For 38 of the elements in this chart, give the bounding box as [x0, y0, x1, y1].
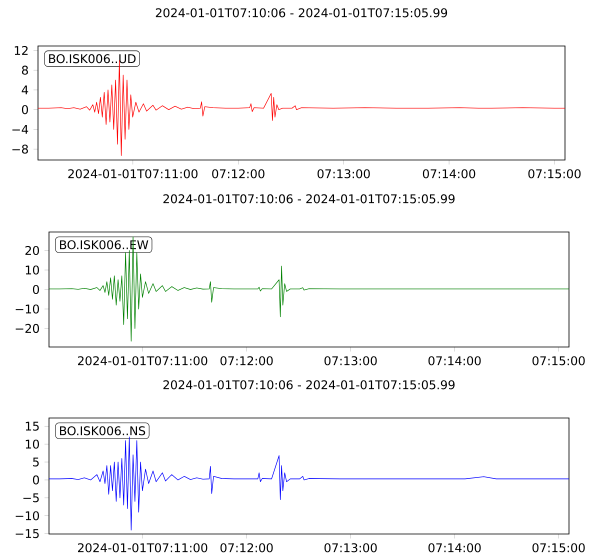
y-tick-label: 0 [32, 285, 39, 294]
y-tick-label: −8 [12, 144, 28, 154]
x-tick-label: 07:15:00 [528, 169, 581, 178]
y-tick-label: −15 [16, 529, 39, 538]
annotation: BO.ISK006..UD [49, 54, 136, 64]
y-tick-label: −10 [16, 304, 39, 314]
chart-title: 2024-01-01T07:10:06 - 2024-01-01T07:15:05.99 [156, 8, 448, 18]
y-tick-label: 10 [26, 440, 39, 449]
x-tick-label: 07:12:00 [220, 543, 273, 552]
x-tick-label: 2024-01-01T07:11:00 [68, 169, 198, 178]
x-tick-label: 07:14:00 [428, 356, 481, 366]
y-tick-label: 4 [22, 86, 28, 94]
x-tick-label: 2024-01-01T07:11:00 [78, 543, 208, 552]
x-tick-label: 07:12:00 [212, 169, 264, 178]
x-tick-label: 2024-01-01T07:11:00 [78, 356, 208, 366]
chart-title: 2024-01-01T07:10:06 - 2024-01-01T07:15:05.99 [163, 380, 455, 390]
x-tick-label: 07:14:00 [428, 543, 481, 552]
y-tick-label: 0 [22, 105, 28, 114]
x-tick-label: 07:15:00 [532, 543, 585, 552]
x-tick-label: 07:13:00 [324, 356, 377, 366]
y-tick-label: −4 [12, 125, 28, 134]
y-tick-label: −20 [16, 324, 39, 334]
y-tick-label: 8 [22, 66, 28, 75]
x-tick-label: 07:12:00 [220, 356, 273, 366]
y-tick-label: 10 [26, 266, 39, 275]
y-tick-label: 0 [32, 476, 39, 485]
y-tick-label: −10 [16, 511, 39, 520]
y-tick-label: 12 [14, 46, 28, 56]
x-tick-label: 07:15:00 [532, 356, 585, 366]
x-tick-label: 07:13:00 [324, 543, 377, 552]
y-tick-label: −5 [23, 494, 39, 502]
annotation: BO.ISK006..NS [60, 426, 146, 436]
x-tick-label: 07:13:00 [318, 169, 370, 178]
chart-title: 2024-01-01T07:10:06 - 2024-01-01T07:15:05.99 [163, 194, 455, 204]
y-tick-label: 15 [26, 422, 39, 431]
y-tick-label: 20 [25, 246, 39, 256]
y-tick-label: 5 [33, 458, 39, 467]
x-tick-label: 07:14:00 [422, 169, 476, 178]
